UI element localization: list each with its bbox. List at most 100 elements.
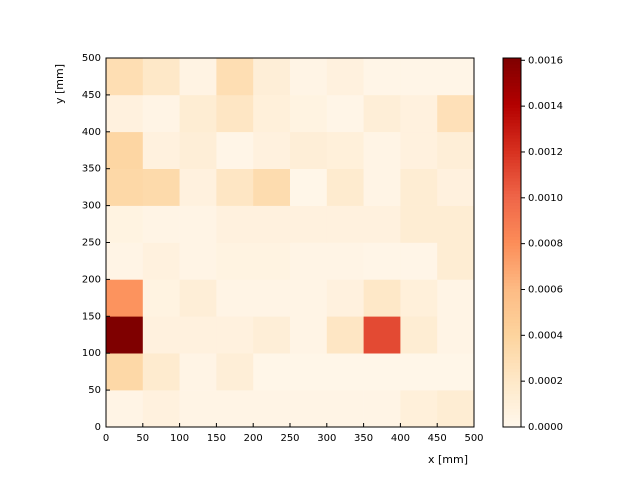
- heatmap-cell: [400, 168, 438, 206]
- heatmap-cell: [142, 131, 180, 169]
- heatmap-cell: [290, 316, 328, 354]
- colorbar-step: [503, 177, 521, 182]
- heatmap-cell: [437, 94, 475, 133]
- heatmap-cell: [179, 131, 217, 169]
- heatmap-cell: [216, 242, 254, 280]
- colorbar-step: [503, 67, 521, 71]
- colorbar-tick-label: 0.0012: [528, 147, 563, 158]
- y-tick-label: 150: [82, 311, 101, 322]
- heatmap-cell: [253, 58, 291, 96]
- heatmap-cell: [142, 168, 180, 206]
- heatmap-cell: [253, 205, 291, 243]
- colorbar-step: [503, 411, 521, 416]
- heatmap-cell: [363, 242, 401, 280]
- colorbar-step: [503, 64, 521, 68]
- heatmap-cell: [290, 390, 328, 428]
- heatmap-cell: [326, 316, 364, 354]
- colorbar-step: [503, 288, 521, 293]
- y-tick-label: 450: [82, 90, 101, 101]
- colorbar-step: [503, 387, 521, 391]
- colorbar-step: [503, 70, 521, 74]
- heatmap-cell: [253, 279, 291, 317]
- heatmap-cell: [179, 58, 217, 96]
- colorbar-tick-label: 0.0016: [528, 55, 563, 66]
- y-tick-label: 350: [82, 164, 101, 175]
- colorbar-step: [503, 310, 521, 314]
- colorbar-step: [503, 347, 521, 351]
- heatmap-cell: [437, 353, 475, 391]
- heatmap-cell: [216, 316, 254, 354]
- heatmap-cell: [216, 94, 254, 133]
- heatmap-cell: [437, 316, 475, 354]
- colorbar-step: [503, 168, 521, 173]
- colorbar-step: [503, 254, 521, 259]
- colorbar-step: [503, 362, 521, 366]
- colorbar-step: [503, 251, 521, 256]
- x-tick-label: 250: [280, 433, 299, 444]
- heatmap-cell: [290, 168, 328, 206]
- heatmap-cell: [400, 205, 438, 243]
- colorbar-step: [503, 202, 521, 207]
- heatmap-cell: [142, 353, 180, 391]
- colorbar-tick-label: 0.0000: [528, 422, 563, 433]
- heatmap-cell: [253, 390, 291, 428]
- colorbar-step: [503, 304, 521, 308]
- x-tick-label: 450: [428, 433, 447, 444]
- heatmap-cell: [106, 242, 144, 280]
- heatmap-cell: [179, 94, 217, 133]
- colorbar-step: [503, 294, 521, 299]
- heatmap-cell: [142, 94, 180, 133]
- colorbar-step: [503, 122, 521, 127]
- heatmap-cell: [400, 58, 438, 96]
- colorbar-step: [503, 110, 521, 114]
- colorbar-step: [503, 147, 521, 151]
- colorbar-step: [503, 337, 521, 342]
- heatmap-cell: [363, 205, 401, 243]
- y-tick-label: 50: [88, 385, 101, 396]
- colorbar-step: [503, 313, 521, 317]
- colorbar-step: [503, 165, 521, 170]
- colorbar-step: [503, 242, 521, 247]
- heatmap-cell: [326, 205, 364, 243]
- colorbar-step: [503, 97, 521, 102]
- heatmap-cell: [216, 131, 254, 169]
- colorbar-step: [503, 79, 521, 84]
- heatmap-cell: [216, 168, 254, 206]
- colorbar-step: [503, 270, 521, 274]
- heatmap-cell: [142, 58, 180, 96]
- colorbar-step: [503, 322, 521, 327]
- heatmap-cell: [216, 279, 254, 317]
- heatmap-cell: [106, 131, 144, 169]
- heatmap-cell: [437, 168, 475, 206]
- heatmap-cell: [326, 279, 364, 317]
- heatmap-cell: [179, 242, 217, 280]
- colorbar-step: [503, 107, 521, 111]
- colorbar-step: [503, 273, 521, 277]
- heatmap-cell: [363, 279, 401, 317]
- colorbar-step: [503, 383, 521, 388]
- heatmap-cell: [179, 390, 217, 428]
- colorbar-step: [503, 300, 521, 305]
- colorbar-step: [503, 414, 521, 419]
- heatmap-cell: [106, 58, 144, 96]
- colorbar-step: [503, 350, 521, 354]
- colorbar-step: [503, 61, 521, 65]
- colorbar-step: [503, 402, 521, 406]
- heatmap-cell: [253, 131, 291, 169]
- heatmap-cell: [290, 58, 328, 96]
- colorbar-step: [503, 248, 521, 253]
- heatmap-cell: [106, 279, 144, 317]
- colorbar-step: [503, 368, 521, 373]
- heatmap-cell: [290, 131, 328, 169]
- colorbar-step: [503, 233, 521, 237]
- y-tick-label: 400: [82, 127, 101, 138]
- heatmap-cell: [437, 390, 475, 428]
- x-axis-label: x [mm]: [428, 453, 468, 466]
- heatmap-cell: [400, 94, 438, 133]
- colorbar-step: [503, 220, 521, 225]
- heatmap-cell: [106, 353, 144, 391]
- colorbar-step: [503, 162, 521, 167]
- x-tick-label: 400: [391, 433, 410, 444]
- colorbar-step: [503, 113, 521, 117]
- colorbar-step: [503, 125, 521, 130]
